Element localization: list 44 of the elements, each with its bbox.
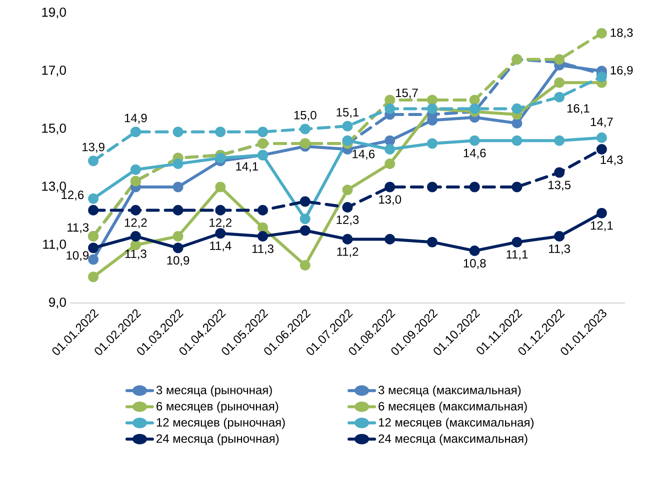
data-label: 11,3	[125, 250, 146, 260]
data-label: 15,7	[396, 88, 418, 98]
legend-label: 3 месяца (рыночная)	[156, 385, 272, 397]
data-label: 11,1	[506, 250, 528, 260]
data-label: 14,6	[464, 148, 486, 159]
data-label: 10,9	[66, 251, 89, 262]
data-label: 11,3	[68, 223, 89, 234]
data-label: 12,3	[336, 216, 359, 226]
data-label: 14,7	[590, 118, 613, 128]
legend-label: 6 месяцев (максимальная)	[378, 402, 527, 413]
data-label: 16,1	[567, 104, 590, 114]
legend-label: 24 месяца (максимальная)	[378, 434, 528, 446]
legend-label: 6 месяцев (рыночная)	[156, 402, 278, 413]
data-label: 16,9	[610, 66, 633, 76]
data-label: 13,9	[82, 142, 104, 153]
data-label: 13,5	[548, 180, 571, 191]
data-label: 12,6	[62, 190, 84, 201]
legend-label: 12 месяцев (рыночная)	[156, 418, 285, 430]
y-tick-label: 9,0	[49, 298, 66, 308]
data-label: 11,2	[337, 247, 358, 258]
data-label: 10,8	[464, 259, 486, 269]
y-tick-label: 11,0	[43, 240, 66, 250]
legend-label: 24 месяца (рыночная)	[156, 434, 279, 446]
data-label: 12,1	[590, 221, 613, 232]
data-label: 13,0	[379, 195, 402, 206]
data-label: 14,9	[124, 114, 147, 124]
data-label: 11,3	[549, 244, 570, 254]
data-label: 15,0	[294, 110, 316, 121]
data-label: 18,3	[610, 28, 633, 38]
data-label: 12,2	[124, 218, 147, 228]
data-label: 14,3	[600, 156, 623, 166]
y-tick-label: 13,0	[42, 182, 66, 192]
data-label: 12,2	[210, 218, 232, 228]
data-label: 10,9	[167, 256, 190, 266]
data-label: 15,1	[336, 108, 359, 118]
y-tick-label: 17,0	[42, 66, 66, 76]
y-tick-label: 19,0	[42, 8, 66, 18]
legend-label: 3 месяца (максимальная)	[378, 385, 521, 397]
data-label: 11,3	[252, 244, 274, 254]
data-label: 14,1	[236, 162, 258, 172]
data-label: 14,6	[352, 150, 375, 160]
y-tick-label: 15,0	[42, 124, 66, 134]
data-label: 11,4	[210, 242, 232, 252]
legend-label: 12 месяцев (максимальная)	[378, 418, 534, 430]
